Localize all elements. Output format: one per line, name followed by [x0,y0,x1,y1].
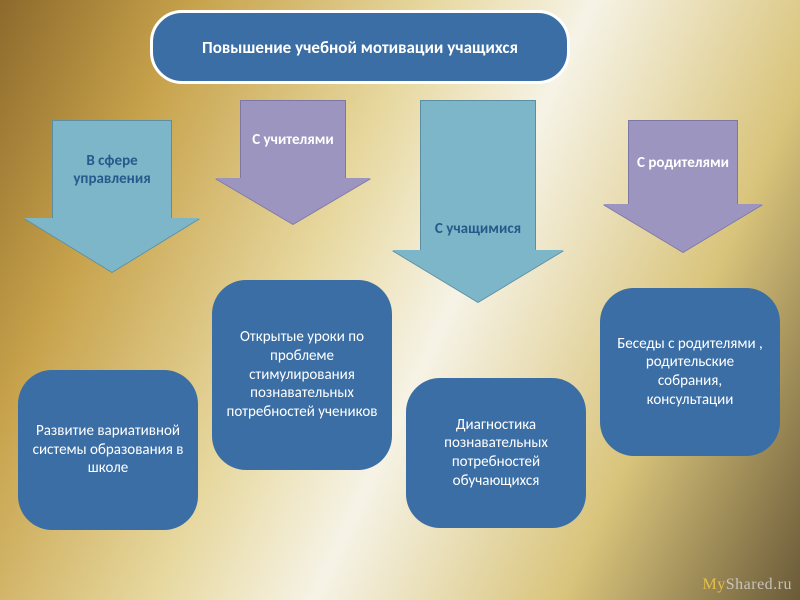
header-text: Повышение учебной мотивации учащихся [202,37,518,58]
arrow-management-label: В сфере управления [53,152,171,188]
bubble-parent-talks-text: Беседы с родителями , родительские собра… [614,335,766,410]
arrow-management-head [24,218,200,272]
watermark: MyShared.ru [703,576,793,594]
arrow-teachers-head [215,178,371,224]
arrow-students-label: С учащимися [435,220,521,238]
bubble-diagnostics: Диагностика познавательных потребностей … [406,378,586,528]
bubble-open-lessons-text: Открытые уроки по проблеме стимулировани… [226,328,378,422]
arrow-management-body: В сфере управления [52,120,172,218]
arrow-students-head [392,250,564,302]
bubble-variative-system-text: Развитие вариативной системы образования… [32,422,184,478]
arrow-teachers-label: С учителями [252,131,334,149]
watermark-suffix: Shared.ru [726,576,792,593]
bubble-open-lessons: Открытые уроки по проблеме стимулировани… [212,280,392,470]
arrow-parents-head [603,204,763,252]
arrow-parents-label: С родителями [637,154,729,172]
arrow-students-body: С учащимися [420,100,536,250]
diagram-canvas: Повышение учебной мотивации учащихся В с… [0,0,800,600]
header-box: Повышение учебной мотивации учащихся [150,10,570,84]
bubble-parent-talks: Беседы с родителями , родительские собра… [600,288,780,456]
bubble-diagnostics-text: Диагностика познавательных потребностей … [420,416,572,491]
bubble-variative-system: Развитие вариативной системы образования… [18,370,198,530]
arrow-parents-body: С родителями [628,120,738,204]
watermark-prefix: My [703,576,726,593]
arrow-teachers-body: С учителями [240,100,346,178]
